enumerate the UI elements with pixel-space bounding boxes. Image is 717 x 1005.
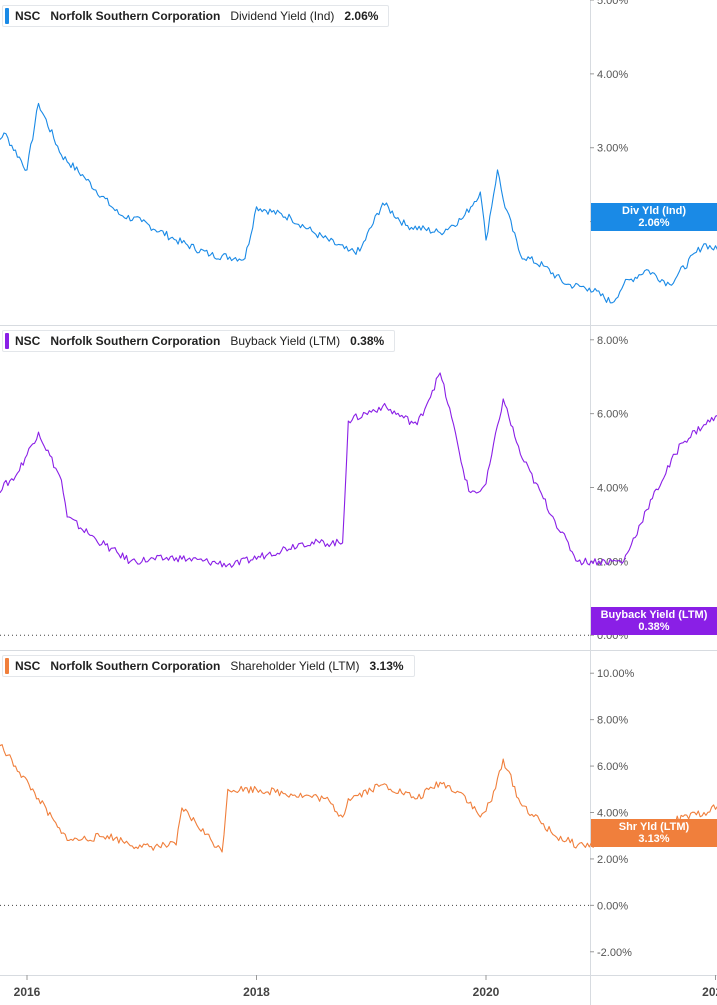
tag-value: 3.13% bbox=[638, 832, 670, 845]
legend-value: 2.06% bbox=[344, 9, 379, 23]
tag-label: Div Yld (Ind) bbox=[622, 205, 686, 218]
x-tick-label: 2016 bbox=[14, 985, 41, 999]
y-tick-label: 8.00% bbox=[597, 335, 628, 347]
tag-value: 0.38% bbox=[638, 621, 670, 634]
legend-value: 0.38% bbox=[350, 334, 385, 348]
x-tick-label: 2022 bbox=[702, 985, 717, 999]
legend-metric: Buyback Yield (LTM) bbox=[230, 334, 341, 348]
buyback-yield-swatch bbox=[5, 333, 9, 349]
series-line bbox=[0, 744, 717, 853]
y-tick-label: 4.00% bbox=[597, 69, 628, 81]
tag-label: Buyback Yield (LTM) bbox=[600, 609, 708, 622]
legend-metric: Dividend Yield (Ind) bbox=[230, 9, 335, 23]
y-tick-label: 0.00% bbox=[597, 900, 628, 912]
legend-metric: Shareholder Yield (LTM) bbox=[230, 659, 360, 673]
legend-company: Norfolk Southern Corporation bbox=[50, 334, 221, 348]
series-line bbox=[0, 372, 717, 568]
buyback-yield-legend: NSC Norfolk Southern Corporation Buyback… bbox=[2, 330, 396, 352]
y-tick-label: 2.00% bbox=[597, 854, 628, 866]
dividend-yield-legend: NSC Norfolk Southern Corporation Dividen… bbox=[2, 5, 390, 27]
legend-company: Norfolk Southern Corporation bbox=[50, 659, 221, 673]
dividend-yield-swatch bbox=[5, 8, 9, 24]
tag-label: Shr Yld (LTM) bbox=[618, 820, 690, 833]
legend-ticker: NSC bbox=[15, 334, 41, 348]
y-tick-label: 4.00% bbox=[597, 808, 628, 820]
dividend-yield-tag: Div Yld (Ind) 2.06% bbox=[591, 203, 717, 232]
y-tick-label: 6.00% bbox=[597, 761, 628, 773]
y-tick-label: 3.00% bbox=[597, 143, 628, 155]
y-tick-label: 8.00% bbox=[597, 715, 628, 727]
shareholder-yield-tag: Shr Yld (LTM) 3.13% bbox=[591, 818, 717, 847]
legend-company: Norfolk Southern Corporation bbox=[50, 9, 221, 23]
series-line bbox=[0, 102, 717, 304]
tag-value: 2.06% bbox=[638, 217, 670, 230]
shareholder-yield-legend: NSC Norfolk Southern Corporation Shareho… bbox=[2, 655, 415, 677]
y-tick-label: 2.00% bbox=[597, 556, 628, 568]
legend-value: 3.13% bbox=[369, 659, 404, 673]
shareholder-yield-swatch bbox=[5, 658, 9, 674]
y-tick-label: -2.00% bbox=[597, 947, 632, 959]
y-tick-label: 6.00% bbox=[597, 409, 628, 421]
y-tick-label: 4.00% bbox=[597, 483, 628, 495]
x-tick-label: 2018 bbox=[243, 985, 270, 999]
y-tick-label: 5.00% bbox=[597, 0, 628, 7]
x-tick-label: 2020 bbox=[473, 985, 500, 999]
legend-ticker: NSC bbox=[15, 9, 41, 23]
legend-ticker: NSC bbox=[15, 659, 41, 673]
buyback-yield-tag: Buyback Yield (LTM) 0.38% bbox=[591, 607, 717, 636]
y-tick-label: 10.00% bbox=[597, 668, 635, 680]
